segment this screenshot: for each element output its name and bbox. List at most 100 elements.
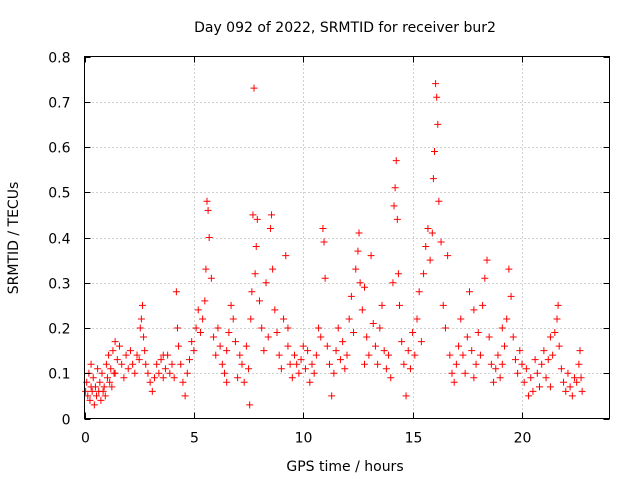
data-point [483, 256, 491, 264]
data-point [96, 378, 104, 386]
x-tick-label: 0 [81, 431, 90, 447]
data-point [308, 360, 316, 368]
data-point [262, 279, 270, 287]
data-point [560, 378, 568, 386]
data-point [369, 319, 377, 327]
data-point [457, 315, 465, 323]
data-point [459, 351, 467, 359]
data-point [345, 315, 353, 323]
data-point [179, 378, 187, 386]
data-point [554, 301, 562, 309]
x-axis-label: GPS time / hours [286, 459, 403, 475]
data-point [496, 374, 504, 382]
data-point [455, 342, 463, 350]
data-point [304, 347, 312, 355]
data-point [258, 324, 266, 332]
x-tick-label: 20 [514, 431, 532, 447]
data-point [577, 374, 585, 382]
data-point [315, 324, 323, 332]
data-point [225, 329, 233, 337]
data-point [229, 315, 237, 323]
data-point [533, 369, 541, 377]
y-tick-label: 0.6 [48, 141, 70, 157]
data-point [546, 333, 554, 341]
data-point [246, 401, 254, 409]
data-point [111, 369, 119, 377]
y-tick-label: 0.8 [48, 51, 70, 67]
data-point [406, 365, 414, 373]
data-points [82, 80, 586, 409]
data-point [103, 374, 111, 382]
data-point [417, 338, 425, 346]
data-point [420, 270, 428, 278]
data-point [142, 360, 150, 368]
data-point [194, 306, 202, 314]
data-point [177, 360, 185, 368]
data-point [321, 274, 329, 282]
data-point [202, 265, 210, 273]
data-point [253, 215, 261, 223]
data-point [413, 315, 421, 323]
data-point [439, 301, 447, 309]
data-point [275, 351, 283, 359]
data-point [437, 238, 445, 246]
data-point [113, 356, 121, 364]
data-point [487, 360, 495, 368]
data-point [256, 297, 263, 305]
data-point [385, 351, 393, 359]
data-point [494, 351, 502, 359]
data-point [205, 234, 213, 241]
data-point [520, 378, 528, 386]
data-point [549, 351, 557, 359]
data-point [297, 356, 305, 364]
data-point [332, 347, 340, 355]
data-point [328, 392, 336, 400]
data-point [159, 374, 167, 382]
data-point [511, 356, 519, 364]
plot-frame [84, 56, 610, 419]
data-point [250, 84, 258, 92]
data-point [522, 365, 530, 373]
grid-lines [84, 56, 610, 419]
data-point [129, 360, 137, 368]
data-point [245, 365, 253, 373]
data-point [404, 347, 412, 355]
data-point [218, 360, 226, 368]
data-point [242, 342, 250, 350]
y-axis-label: SRMTID / TECUs [6, 182, 22, 295]
data-point [175, 342, 183, 350]
data-point [466, 288, 473, 296]
data-point [264, 333, 272, 341]
data-point [269, 265, 277, 273]
data-point [553, 315, 561, 323]
data-point [498, 324, 506, 332]
data-point [409, 329, 417, 337]
data-point [89, 374, 97, 382]
data-point [155, 369, 163, 377]
data-point [564, 369, 572, 377]
data-point [144, 369, 152, 377]
data-point [248, 288, 256, 296]
chart-title: Day 092 of 2022, SRMTID for receiver bur… [194, 20, 496, 36]
data-point [444, 252, 452, 260]
data-point [468, 347, 476, 355]
data-point [390, 202, 398, 210]
data-point [236, 351, 244, 359]
data-point [428, 229, 436, 237]
data-point [319, 224, 327, 232]
data-point [578, 387, 586, 395]
data-point [93, 392, 101, 400]
y-tick-label: 0.5 [48, 186, 70, 202]
data-point [424, 224, 432, 232]
data-point [312, 351, 320, 359]
axis-ticks [84, 56, 610, 420]
data-point [354, 247, 362, 255]
y-tick-label: 0.4 [48, 232, 70, 248]
data-point [398, 338, 406, 346]
data-point [448, 369, 456, 377]
data-point [284, 342, 292, 350]
data-point [98, 369, 106, 377]
data-point [396, 301, 403, 309]
data-point [111, 338, 119, 346]
data-point [135, 356, 143, 364]
